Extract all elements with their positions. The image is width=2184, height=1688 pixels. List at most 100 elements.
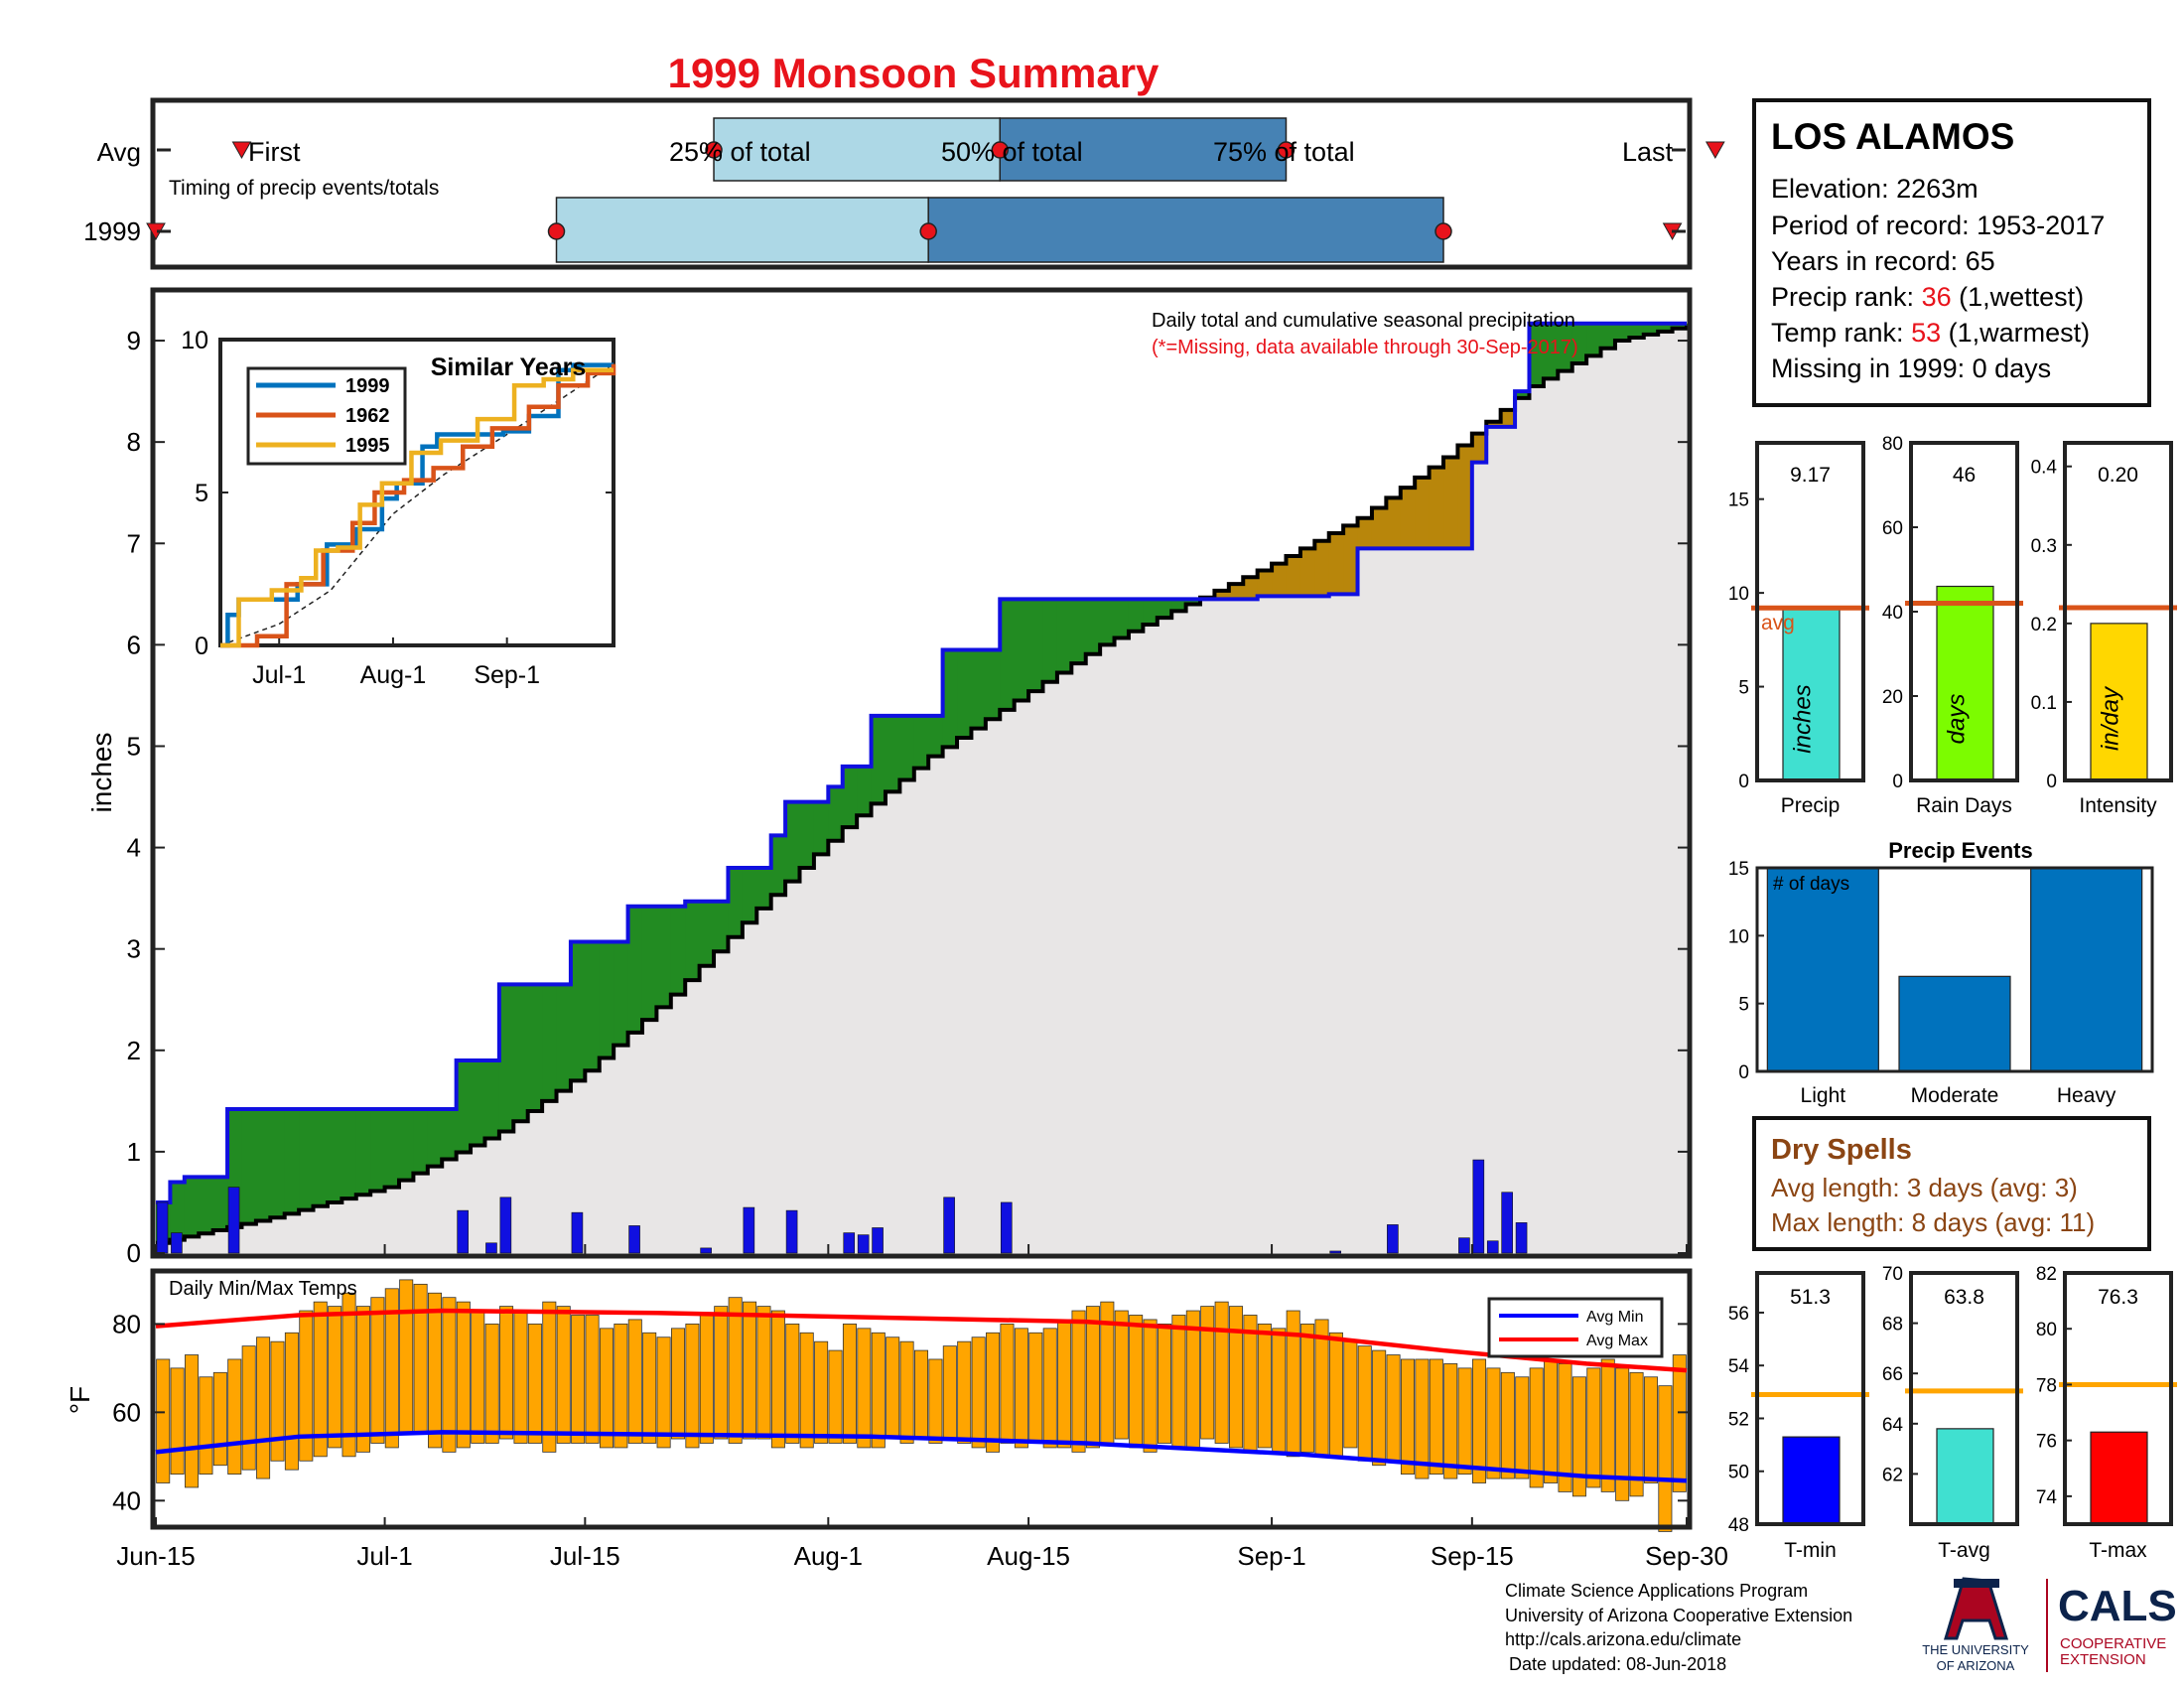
above-avg-day — [1042, 599, 1058, 682]
above-avg-day — [471, 1060, 486, 1146]
above-avg-day — [1629, 323, 1645, 338]
daily-temp-bar — [957, 1340, 972, 1444]
above-avg-day — [1600, 323, 1616, 349]
below-avg-day — [1243, 577, 1259, 600]
dry-spells-avg: Avg length: 3 days (avg: 3) — [1771, 1173, 2078, 1202]
panel-category-label: Precip — [1781, 794, 1841, 817]
station-precip-rank: Precip rank: 36 (1,wettest) — [1771, 282, 2084, 312]
panel-y-tick-label: 56 — [1728, 1304, 1749, 1325]
below-avg-day — [1471, 433, 1487, 463]
above-avg-day — [270, 1109, 286, 1218]
temp-y-tick-label: 40 — [112, 1485, 141, 1515]
timing-year-q50-75-box — [927, 197, 1444, 263]
temp-plot-frame — [150, 1268, 1693, 1530]
daily-temp-bar — [1629, 1371, 1644, 1497]
figure-title: 1999 Monsoon Summary — [668, 50, 1160, 96]
daily-precip-bar — [1472, 1159, 1485, 1254]
cals-logo-text: CALS — [2058, 1582, 2177, 1630]
above-avg-day — [971, 649, 987, 729]
daily-temp-bar — [971, 1336, 986, 1449]
daily-precip-bar — [485, 1242, 497, 1254]
daily-precip-bar — [785, 1209, 798, 1254]
panel-y-tick-label: 20 — [1882, 687, 1903, 708]
footer: Climate Science Applications Program Uni… — [1505, 1581, 1852, 1674]
main-y-tick-label: 1 — [127, 1137, 141, 1167]
station-box: LOS ALAMOS Elevation: 2263m Period of re… — [1752, 98, 2151, 407]
cals-logo-line2: EXTENSION — [2060, 1651, 2146, 1668]
above-avg-day — [1100, 599, 1116, 645]
date-axis-ticks: Jun-15 Jul-1 Jul-15 Aug-1 Aug-15 Sep-1 Sep-15 S… — [116, 1244, 1728, 1571]
temp-summary: 51.3 T-min 48 50 52 54 56 63.8 T-avg 62 64 66 68 70 76… — [1728, 1264, 2177, 1562]
daily-temp-bar — [599, 1328, 614, 1449]
panel-y-tick-label: 0.4 — [2031, 458, 2058, 479]
daily-temp-bar — [699, 1315, 714, 1444]
avg-min-legend-label: Avg Min — [1586, 1309, 1644, 1326]
above-avg-day — [614, 941, 629, 1046]
ua-logo-line1: THE UNIVERSITY — [1922, 1642, 2029, 1657]
above-avg-day — [685, 901, 701, 981]
daily-temp-bar — [1472, 1358, 1487, 1483]
panel-frame — [1909, 1271, 2019, 1526]
panel-avg-label: avg — [1761, 612, 1795, 634]
daily-temp-bar — [571, 1315, 586, 1444]
daily-precip-bar — [457, 1209, 469, 1254]
daily-temp-bar — [627, 1319, 642, 1444]
station-period: Period of record: 1953-2017 — [1771, 211, 2105, 240]
precip-rank-prefix: Precip rank: — [1771, 282, 1922, 312]
daily-temp-bar — [814, 1340, 829, 1444]
above-avg-day — [413, 1109, 429, 1174]
main-chart-marks — [156, 321, 1689, 1254]
daily-temp-bar — [484, 1323, 499, 1444]
panel-y-tick-label: 66 — [1882, 1364, 1903, 1385]
daily-temp-bar — [513, 1310, 528, 1444]
footer-line3: http://cals.arizona.edu/climate — [1505, 1629, 1741, 1649]
timing-first-label: First — [248, 137, 301, 167]
temp-y-tick-label: 60 — [112, 1397, 141, 1427]
timing-p50-label: 50% of total — [941, 137, 1083, 167]
cals-logo: CALS COOPERATIVE EXTENSION — [2058, 1582, 2177, 1668]
daily-temp-bar — [1500, 1371, 1515, 1479]
panel-y-tick-label: 0 — [2046, 772, 2057, 792]
cumulative-precip-chart: Daily total and cumulative seasonal prec… — [86, 287, 1693, 1268]
ua-logo: THE UNIVERSITY OF ARIZONA — [1922, 1577, 2029, 1673]
daily-precip-bar — [1515, 1222, 1528, 1254]
panel-frame — [1755, 441, 1865, 782]
below-avg-day — [1257, 570, 1273, 597]
daily-temp-bar — [1544, 1358, 1559, 1483]
main-y-ticks: 0 1 2 3 4 5 6 7 8 9 — [127, 326, 1690, 1268]
panel-value-label: 76.3 — [2098, 1286, 2138, 1309]
above-avg-day — [241, 1109, 257, 1224]
inset-y-tick-label: 0 — [195, 633, 208, 660]
inset-legend-label-1962: 1962 — [345, 405, 390, 427]
daily-temp-bar — [1415, 1358, 1430, 1479]
above-avg-day — [313, 1109, 329, 1206]
main-y-tick-label: 2 — [127, 1036, 141, 1065]
daily-precip-bar — [1329, 1250, 1342, 1254]
above-avg-day — [1114, 599, 1130, 638]
above-avg-day — [199, 1177, 214, 1234]
events-y-tick-label: 0 — [1738, 1062, 1749, 1083]
inset-legend-label-1995: 1995 — [345, 435, 390, 457]
station-frame — [1752, 98, 2151, 407]
daily-temp-bar — [527, 1323, 542, 1444]
below-avg-day — [1228, 584, 1244, 600]
daily-temp-bar — [1386, 1354, 1401, 1462]
below-avg-day — [1500, 409, 1516, 427]
daily-temp-bar — [1114, 1310, 1129, 1440]
daily-temp-bar — [785, 1323, 800, 1444]
above-avg-day — [857, 766, 873, 816]
above-avg-day — [1000, 599, 1016, 710]
main-y-tick-label: 0 — [127, 1238, 141, 1268]
timing-marks — [146, 117, 1725, 263]
panel-y-tick-label: 0 — [1738, 772, 1749, 792]
panel-y-tick-label: 52 — [1728, 1409, 1749, 1430]
above-avg-day — [184, 1177, 200, 1237]
above-avg-day — [255, 1109, 271, 1221]
daily-temp-bar — [212, 1371, 227, 1467]
above-avg-day — [1571, 323, 1587, 364]
below-avg-day — [1386, 497, 1402, 549]
above-avg-day — [542, 984, 558, 1101]
daily-temp-bar — [614, 1323, 628, 1449]
above-avg-day — [770, 835, 786, 896]
